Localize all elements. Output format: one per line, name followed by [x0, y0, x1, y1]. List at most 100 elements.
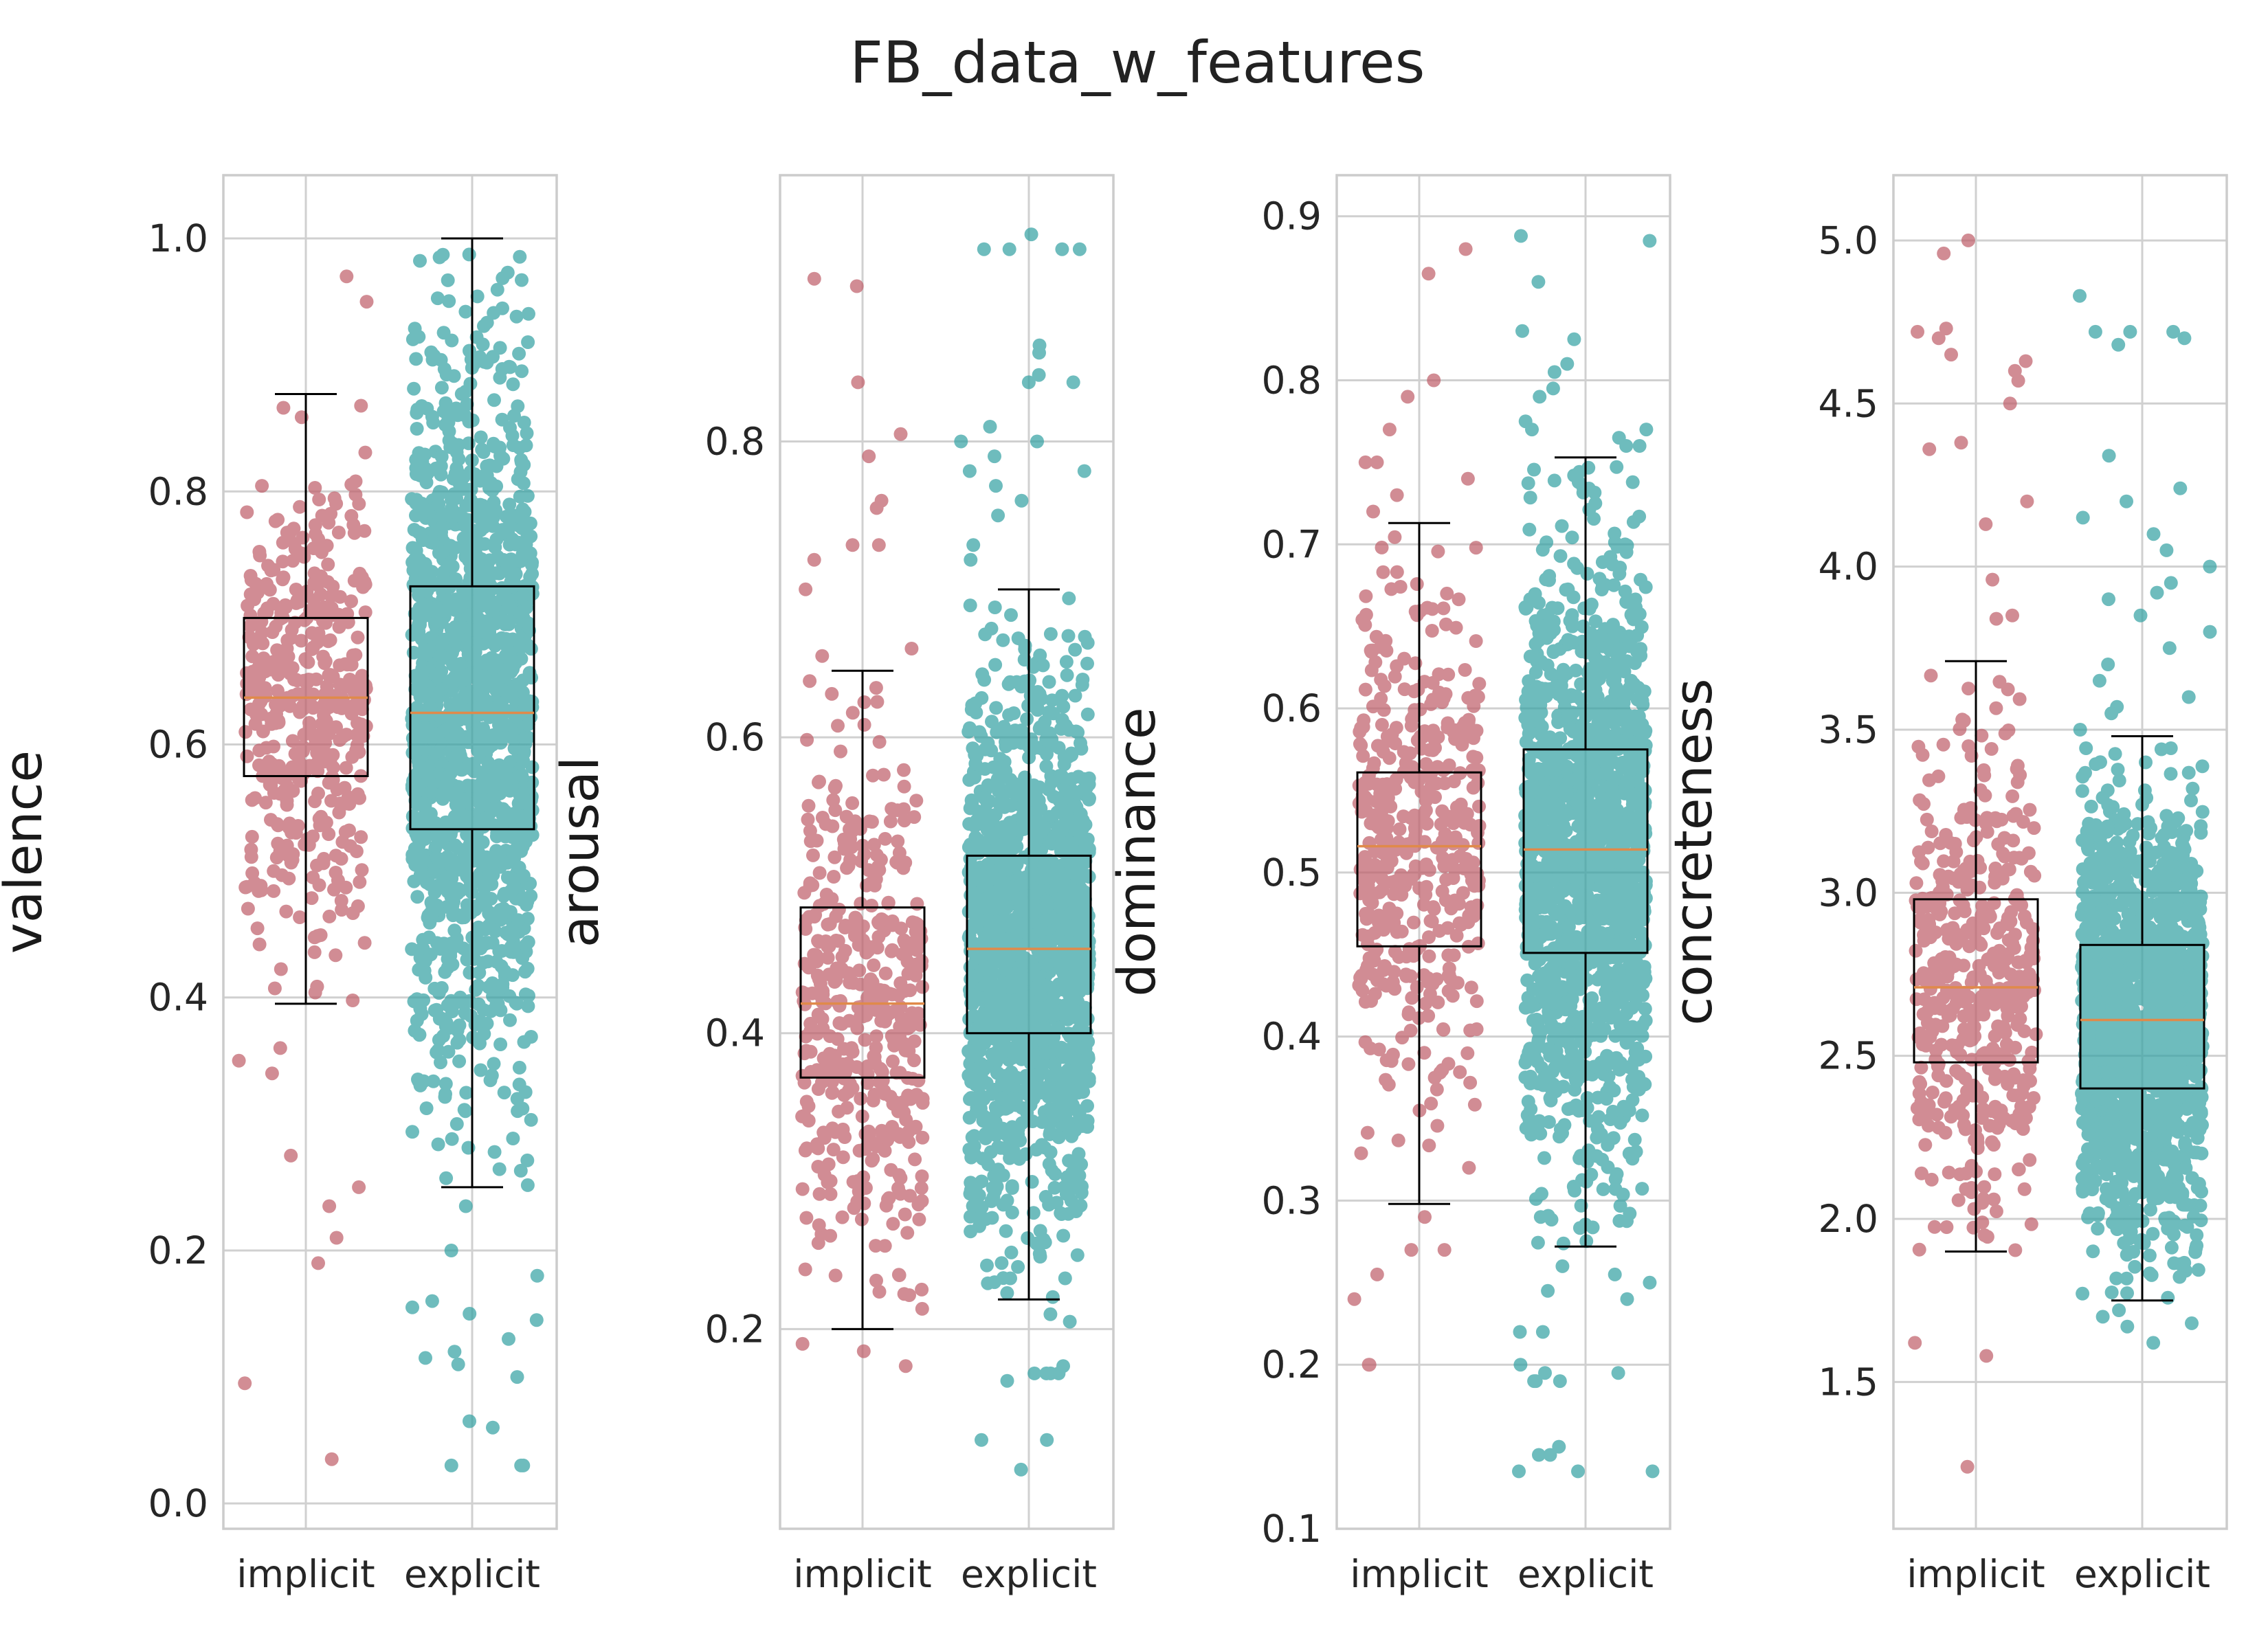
data-point — [445, 673, 459, 687]
data-point — [413, 581, 427, 596]
data-point — [1076, 673, 1090, 686]
data-point — [823, 1046, 837, 1061]
outlier-point — [1460, 471, 1475, 486]
y-tick-label: 0.2 — [705, 1307, 765, 1351]
data-point — [434, 449, 449, 464]
data-point — [799, 1141, 814, 1156]
data-point — [867, 1049, 881, 1064]
data-point — [1058, 1073, 1073, 1087]
data-point — [803, 1065, 818, 1079]
data-point — [1416, 815, 1431, 829]
axes-frame — [222, 174, 558, 1530]
outlier-point — [1014, 1462, 1028, 1477]
data-point — [1082, 870, 1096, 884]
data-point — [1011, 891, 1025, 906]
data-point — [1403, 1023, 1418, 1037]
data-point — [1061, 1207, 1076, 1221]
data-point — [405, 492, 419, 506]
data-point — [405, 1125, 419, 1139]
data-point — [996, 633, 1010, 647]
data-point — [1423, 767, 1438, 781]
y-tick-label: 0.5 — [1262, 851, 1322, 895]
x-tick-label: explicit — [961, 1552, 1097, 1596]
data-point — [1049, 1108, 1064, 1123]
data-point — [1068, 688, 1082, 703]
data-point — [520, 1178, 535, 1192]
data-point — [432, 986, 446, 1000]
data-point — [1037, 858, 1051, 873]
data-point — [322, 776, 336, 790]
data-point — [318, 656, 332, 671]
data-point — [482, 773, 496, 787]
data-point — [358, 445, 373, 460]
data-point — [867, 958, 881, 972]
data-point — [312, 811, 326, 826]
data-point — [999, 739, 1013, 754]
data-point — [282, 699, 297, 713]
data-point — [1024, 732, 1038, 746]
data-point — [997, 765, 1012, 780]
data-point — [276, 554, 290, 569]
data-point — [516, 754, 531, 768]
outlier-point — [444, 1458, 458, 1472]
data-point — [891, 1268, 906, 1282]
data-point — [1423, 914, 1438, 928]
data-point — [467, 952, 482, 966]
data-point — [335, 835, 350, 849]
data-point — [915, 1092, 930, 1106]
data-point — [311, 626, 326, 640]
data-point — [436, 545, 450, 559]
data-point — [1030, 703, 1045, 717]
data-point — [502, 497, 517, 512]
data-point — [434, 381, 449, 395]
data-point — [1462, 713, 1476, 727]
data-point — [1011, 732, 1025, 747]
data-point — [1363, 908, 1377, 923]
data-point — [285, 734, 300, 748]
data-point — [897, 763, 911, 777]
data-point — [355, 863, 369, 877]
data-point — [351, 899, 365, 913]
data-point — [353, 791, 366, 805]
data-point — [979, 976, 994, 990]
data-point — [989, 1029, 1003, 1043]
data-point — [962, 1110, 977, 1125]
data-point — [487, 439, 502, 453]
data-point — [1366, 699, 1380, 714]
data-point — [1056, 1229, 1071, 1243]
data-point — [472, 965, 487, 980]
outlier-point — [1024, 227, 1038, 242]
data-point — [1072, 1041, 1086, 1055]
data-point — [506, 632, 520, 647]
data-point — [324, 589, 338, 603]
data-point — [1060, 668, 1074, 682]
data-point — [413, 851, 427, 865]
data-point — [1381, 909, 1396, 923]
data-point — [462, 414, 476, 429]
data-point — [474, 1063, 488, 1077]
data-point — [1074, 1198, 1088, 1213]
data-point — [431, 668, 445, 682]
data-point — [971, 833, 986, 847]
data-point — [821, 917, 835, 932]
data-point — [849, 1060, 864, 1074]
x-tick-label: implicit — [793, 1552, 931, 1596]
data-point — [329, 849, 343, 863]
data-point — [1379, 978, 1393, 993]
outlier-point — [1358, 455, 1372, 469]
data-point — [1066, 784, 1080, 798]
data-point — [442, 434, 456, 448]
data-point — [308, 794, 322, 809]
outlier-point — [510, 1370, 524, 1384]
data-point — [996, 1198, 1010, 1212]
data-point — [897, 814, 911, 828]
data-point — [992, 796, 1006, 811]
outlier-point — [1390, 488, 1404, 502]
data-point — [866, 1093, 880, 1108]
data-point — [416, 533, 430, 548]
data-point — [320, 575, 335, 589]
data-point — [515, 768, 529, 783]
data-point — [1391, 1133, 1405, 1147]
